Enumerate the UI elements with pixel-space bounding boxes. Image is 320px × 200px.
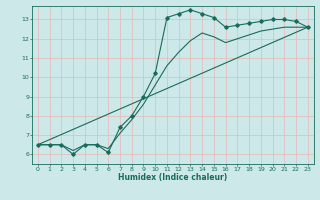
X-axis label: Humidex (Indice chaleur): Humidex (Indice chaleur) (118, 173, 228, 182)
